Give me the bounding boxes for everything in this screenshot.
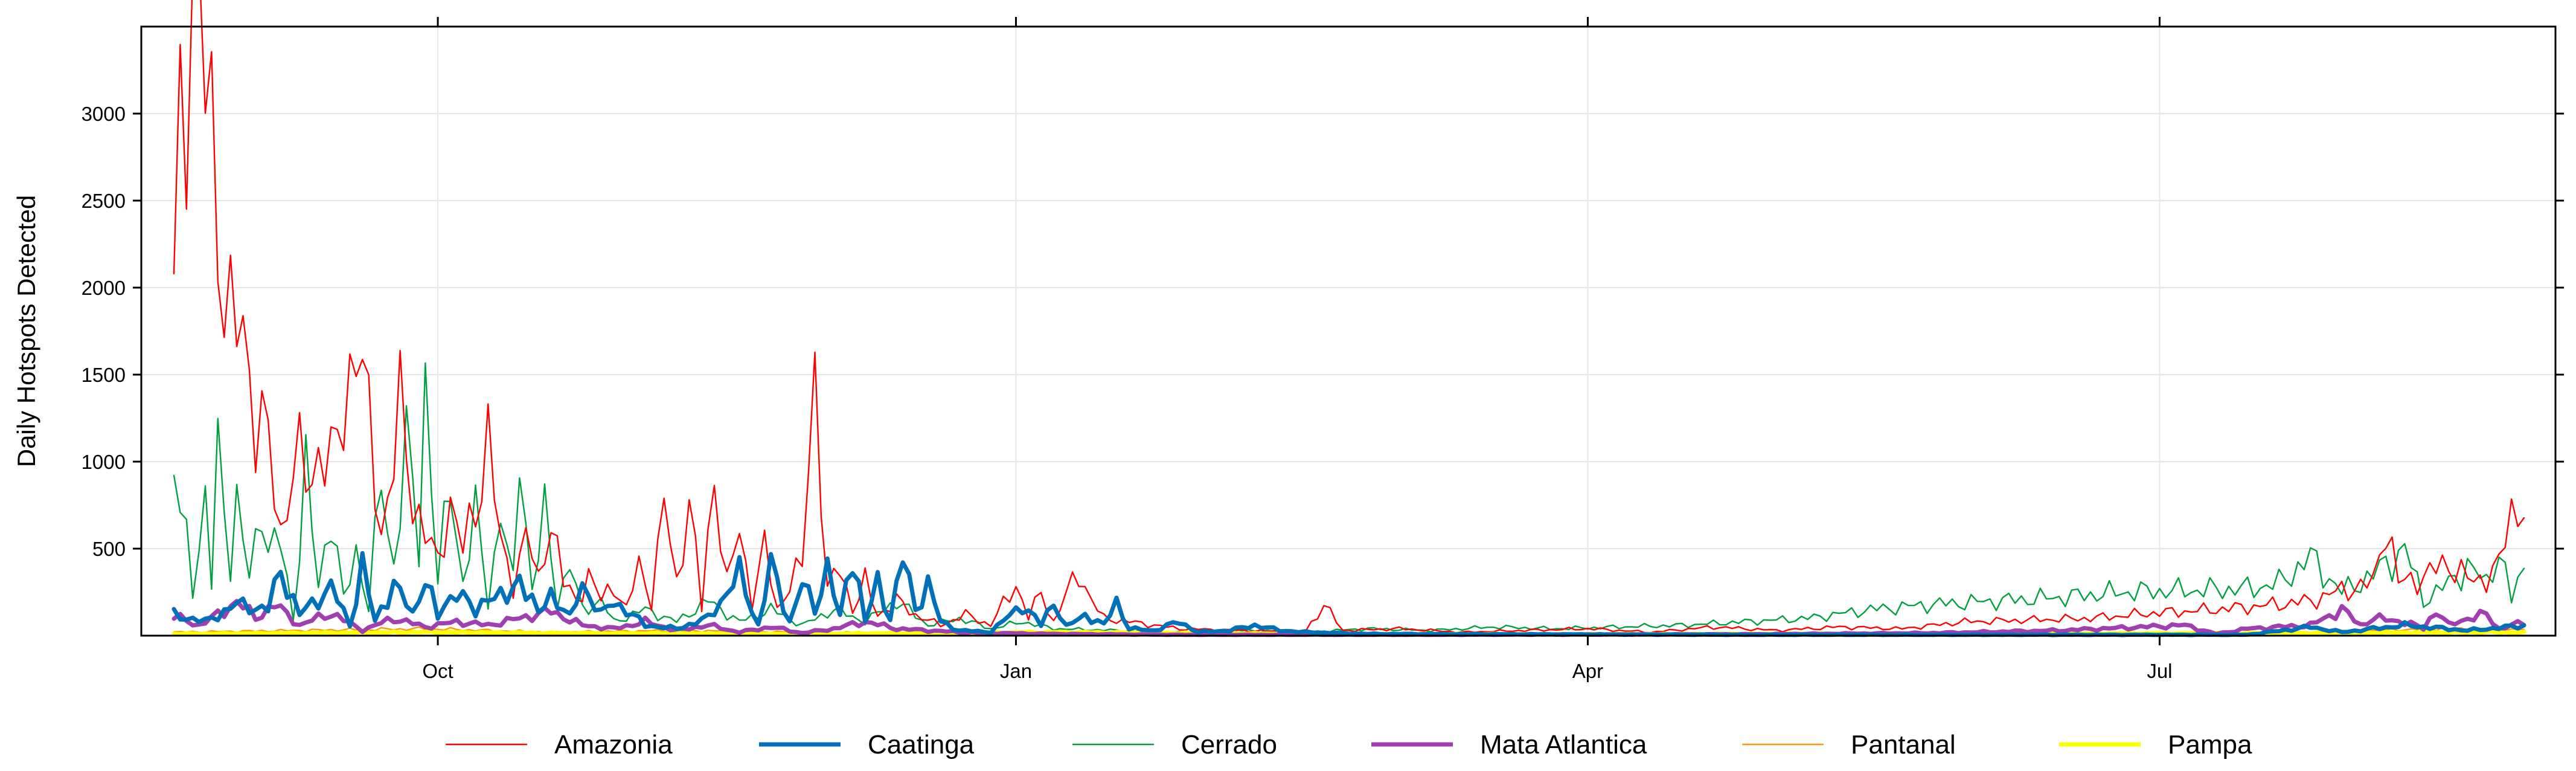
legend-label-caatinga: Caatinga: [868, 730, 975, 760]
x-tick-label: Jul: [2147, 660, 2172, 682]
x-tick-label: Oct: [422, 660, 453, 682]
legend-label-mata-atlantica: Mata Atlantica: [1480, 730, 1647, 760]
y-tick-label: 3000: [82, 103, 126, 125]
grid: [141, 27, 2555, 636]
series-line-amazonia: [173, 0, 2525, 634]
y-tick-label: 500: [92, 538, 126, 560]
legend-label-cerrado: Cerrado: [1181, 730, 1277, 760]
legend-label-pampa: Pampa: [2168, 730, 2252, 760]
series-line-caatinga: [171, 551, 2526, 637]
y-axis-label: Daily Hotspots Detected: [12, 195, 40, 468]
series-line-cerrado: [173, 362, 2525, 634]
y-tick-label: 1000: [82, 451, 126, 473]
y-tick-label: 2500: [82, 190, 126, 212]
y-tick-label: 2000: [82, 277, 126, 299]
y-tick-label: 1500: [82, 364, 126, 386]
plot-frame: [140, 25, 2557, 637]
x-tick-label: Jan: [1000, 660, 1032, 682]
series-lines: [171, 0, 2526, 637]
axes: 500 1000 1500 2000 2500 3000 Oct Jan Apr Jul: [82, 17, 2564, 682]
legend: Amazonia Caatinga Cerrado Mata Atlantica Pan…: [446, 730, 2252, 760]
legend-label-pantanal: Pantanal: [1851, 730, 1956, 760]
x-tick-label: Apr: [1572, 660, 1603, 682]
legend-label-amazonia: Amazonia: [554, 730, 673, 760]
